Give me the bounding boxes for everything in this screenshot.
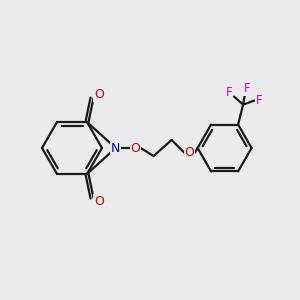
Text: O: O: [94, 195, 104, 208]
Text: O: O: [131, 142, 140, 154]
Text: N: N: [111, 142, 120, 154]
Text: O: O: [94, 88, 104, 101]
Text: F: F: [256, 94, 262, 107]
Text: F: F: [244, 82, 250, 95]
Text: O: O: [185, 146, 194, 160]
Text: F: F: [226, 86, 232, 99]
